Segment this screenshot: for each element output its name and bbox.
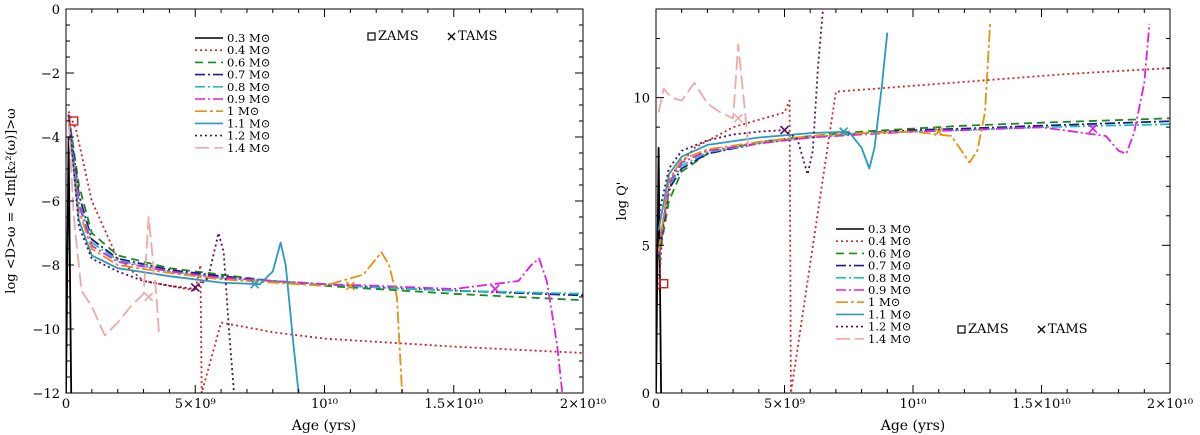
right-chart-panel: 0 5×10⁹ 10¹⁰ 1.5×10¹⁰ 2×10¹⁰ 0 5 10 Age (yrs) l…	[615, 8, 1193, 434]
legend-label: 0.8 M⊙	[227, 80, 270, 94]
tams-marker	[934, 127, 944, 137]
series-line-6	[67, 117, 403, 393]
legend-label: 1 M⊙	[227, 104, 259, 118]
tams-legend-symbol	[447, 32, 456, 41]
legend-label: 1.2 M⊙	[227, 129, 270, 143]
x-tick-label: 1.5×10¹⁰	[424, 397, 483, 412]
y-tick-label: 5	[642, 239, 650, 254]
tams-marker	[144, 292, 154, 302]
marker-legend-label: TAMS	[458, 29, 498, 44]
legend-label: 1.1 M⊙	[227, 116, 270, 130]
legend-label: 0.3 M⊙	[227, 31, 270, 45]
zams-legend-symbol	[957, 325, 966, 334]
legend-label: 1.2 M⊙	[868, 320, 911, 334]
legend-label: 0.6 M⊙	[227, 55, 270, 69]
legend-label: 0.3 M⊙	[868, 222, 911, 236]
y-tick-label: −6	[41, 195, 60, 210]
x-tick-label: 5×10⁹	[764, 397, 805, 412]
x-axis-label: Age (yrs)	[291, 418, 357, 434]
series-line-0	[656, 146, 662, 393]
series-line-5	[67, 117, 564, 393]
tams-marker	[190, 282, 200, 292]
series-line-7	[67, 117, 300, 393]
legend-label: 0.4 M⊙	[227, 43, 270, 57]
tams-marker	[839, 127, 849, 137]
y-tick-label: −4	[41, 131, 60, 146]
x-tick-label: 2×10¹⁰	[560, 397, 606, 412]
legend-label: 0.8 M⊙	[868, 271, 911, 285]
tams-marker	[345, 281, 355, 291]
series-line-1	[67, 111, 583, 393]
zams-marker	[659, 279, 669, 289]
legend-label: 0.9 M⊙	[868, 283, 911, 297]
y-tick-label: 0	[52, 3, 60, 18]
series-line-4	[657, 123, 1170, 255]
series-legend: 0.3 M⊙0.4 M⊙0.6 M⊙0.7 M⊙0.8 M⊙0.9 M⊙1 M⊙…	[195, 31, 270, 155]
series-line-9	[67, 120, 160, 337]
x-tick-label: 10¹⁰	[311, 397, 338, 412]
x-tick-label: 10¹⁰	[900, 397, 927, 412]
y-axis-label: log <D>ω = <Im[k₂²(ω)]>ω	[4, 108, 19, 293]
tams-marker	[490, 284, 500, 294]
x-tick-label: 1.5×10¹⁰	[1012, 397, 1071, 412]
series-line-6	[657, 23, 991, 252]
tams-legend-symbol	[1037, 325, 1046, 334]
legend-label: 1 M⊙	[868, 295, 900, 309]
x-tick-label: 2×10¹⁰	[1147, 397, 1193, 412]
marker-legend: ZAMS TAMS	[367, 29, 498, 44]
legend-label: 0.4 M⊙	[868, 234, 911, 248]
x-tick-label: 5×10⁹	[175, 397, 216, 412]
zams-legend-symbol	[367, 32, 376, 41]
marker-legend: ZAMS TAMS	[957, 322, 1088, 337]
y-tick-label: 0	[642, 387, 650, 402]
series-line-8	[657, 9, 824, 216]
plot-frame	[65, 8, 584, 394]
marker-legend-label: ZAMS	[378, 29, 419, 44]
series-line-3	[67, 114, 583, 297]
series-line-2	[657, 117, 1170, 261]
legend-label: 1.4 M⊙	[868, 332, 911, 346]
x-tick-label: 0	[652, 397, 660, 412]
x-tick-label: 0	[62, 397, 70, 412]
zams-marker	[69, 116, 79, 126]
x-axis-label: Age (yrs)	[880, 418, 946, 434]
legend-label: 0.7 M⊙	[227, 68, 270, 82]
series-line-8	[67, 114, 235, 393]
y-tick-label: −8	[41, 259, 60, 274]
y-tick-label: −10	[33, 323, 60, 338]
y-tick-label: 10	[633, 92, 650, 107]
left-chart-panel: 0 5×10⁹ 10¹⁰ 1.5×10¹⁰ 2×10¹⁰−12−10−8−6−4−20 …	[4, 3, 606, 434]
series-line-9	[657, 43, 750, 151]
series-line-2	[67, 114, 583, 302]
legend-label: 0.9 M⊙	[227, 92, 270, 106]
series-line-5	[657, 23, 1151, 255]
marker-legend-label: ZAMS	[968, 322, 1009, 337]
plot-frame	[655, 8, 1171, 394]
marker-legend-label: TAMS	[1048, 322, 1088, 337]
legend-label: 1.1 M⊙	[868, 307, 911, 321]
tams-marker	[250, 279, 260, 289]
tams-marker	[1088, 124, 1098, 134]
tams-marker	[733, 113, 743, 123]
legend-label: 0.6 M⊙	[868, 246, 911, 260]
series-line-4	[67, 117, 583, 295]
legend-label: 1.4 M⊙	[227, 141, 270, 155]
legend-label: 0.7 M⊙	[868, 259, 911, 273]
y-tick-label: −2	[41, 67, 60, 82]
series-legend: 0.3 M⊙0.4 M⊙0.6 M⊙0.7 M⊙0.8 M⊙0.9 M⊙1 M⊙…	[836, 222, 911, 346]
series-line-7	[657, 32, 889, 231]
tams-marker	[779, 125, 790, 135]
y-axis-label: log Q'	[615, 182, 630, 221]
series-line-1	[657, 67, 1170, 393]
y-tick-label: −12	[33, 387, 60, 402]
